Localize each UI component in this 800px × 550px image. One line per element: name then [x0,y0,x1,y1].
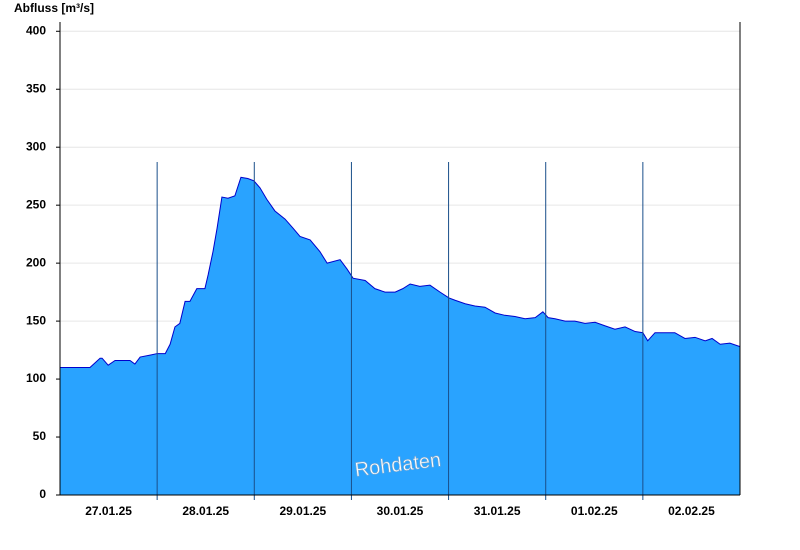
y-tick-label: 50 [33,429,47,443]
watermark: Rohdaten [354,449,443,481]
area-fill [60,177,740,496]
x-tick-label: 28.01.25 [182,504,229,518]
x-tick-label: 01.02.25 [571,504,618,518]
x-tick-label: 27.01.25 [85,504,132,518]
y-tick-label: 250 [26,197,46,211]
x-tick-label: 02.02.25 [668,504,715,518]
y-tick-label: 0 [39,487,46,501]
y-tick-label: 100 [26,371,46,385]
x-tick-label: 30.01.25 [377,504,424,518]
y-tick-label: 200 [26,255,46,269]
x-tick-label: 31.01.25 [474,504,521,518]
y-tick-label: 150 [26,313,46,327]
x-tick-label: 29.01.25 [279,504,326,518]
area-line [60,176,741,368]
chart-title: Abfluss [m³/s] [14,1,94,15]
y-tick-label: 300 [26,139,46,153]
y-tick-label: 350 [26,81,46,95]
y-tick-label: 400 [26,23,46,37]
